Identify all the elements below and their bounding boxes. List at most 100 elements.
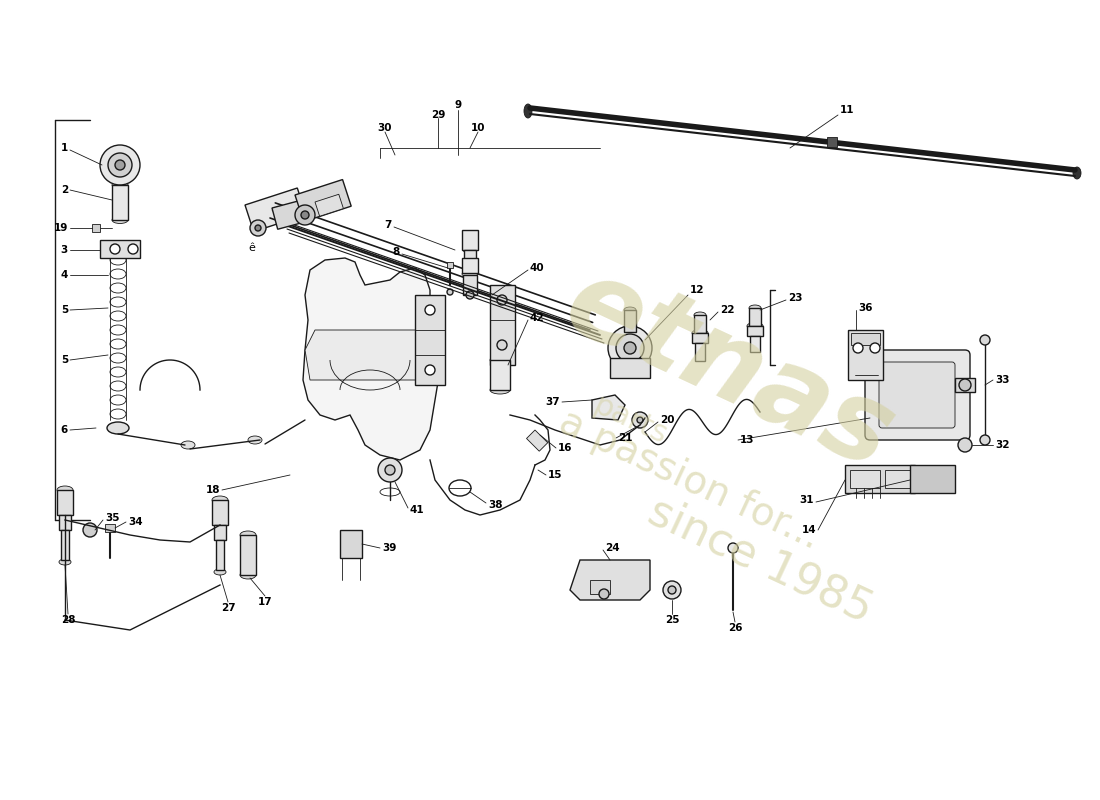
Circle shape xyxy=(128,244,138,254)
Circle shape xyxy=(301,211,309,219)
Text: etnas: etnas xyxy=(549,248,911,492)
Polygon shape xyxy=(305,330,430,380)
Text: 21: 21 xyxy=(618,433,632,443)
Text: a passion for...: a passion for... xyxy=(553,403,826,557)
Bar xyxy=(212,500,228,525)
Bar xyxy=(910,465,955,493)
Circle shape xyxy=(958,438,972,452)
Text: 24: 24 xyxy=(605,543,619,553)
Bar xyxy=(60,530,69,560)
Bar xyxy=(850,470,880,488)
Polygon shape xyxy=(302,258,440,460)
Text: 28: 28 xyxy=(60,615,75,625)
Text: 30: 30 xyxy=(377,123,393,133)
Circle shape xyxy=(624,342,636,354)
Bar xyxy=(610,358,650,378)
Bar xyxy=(272,199,311,230)
Bar xyxy=(295,179,351,222)
Text: 23: 23 xyxy=(788,293,803,303)
Text: 42: 42 xyxy=(530,313,544,323)
Text: 33: 33 xyxy=(996,375,1010,385)
Circle shape xyxy=(959,379,971,391)
Ellipse shape xyxy=(462,271,478,277)
Bar xyxy=(590,580,610,594)
Bar xyxy=(57,490,73,515)
Bar xyxy=(104,524,116,532)
Ellipse shape xyxy=(524,104,532,118)
Bar xyxy=(92,224,100,232)
Text: 25: 25 xyxy=(664,615,680,625)
Text: 20: 20 xyxy=(660,415,674,425)
Text: 22: 22 xyxy=(720,305,735,315)
Circle shape xyxy=(497,340,507,350)
Bar xyxy=(463,275,477,295)
Text: 10: 10 xyxy=(471,123,485,133)
Circle shape xyxy=(980,435,990,445)
Text: 16: 16 xyxy=(558,443,572,453)
FancyBboxPatch shape xyxy=(865,350,970,440)
Ellipse shape xyxy=(57,486,73,494)
Circle shape xyxy=(425,305,435,315)
Circle shape xyxy=(255,225,261,231)
Circle shape xyxy=(108,153,132,177)
Ellipse shape xyxy=(214,569,225,575)
Ellipse shape xyxy=(692,330,708,337)
Text: parts: parts xyxy=(588,390,672,450)
Bar xyxy=(59,515,72,530)
Text: 7: 7 xyxy=(385,220,392,230)
Text: 19: 19 xyxy=(54,223,68,233)
Text: 6: 6 xyxy=(60,425,68,435)
Ellipse shape xyxy=(463,247,477,253)
Text: 12: 12 xyxy=(690,285,704,295)
Circle shape xyxy=(425,365,435,375)
Bar xyxy=(490,360,510,390)
Bar xyxy=(447,262,453,268)
Circle shape xyxy=(116,160,125,170)
Bar xyxy=(827,137,837,147)
Text: 29: 29 xyxy=(431,110,446,120)
Bar xyxy=(749,308,761,326)
Bar xyxy=(750,336,760,352)
Text: 26: 26 xyxy=(728,623,743,633)
Bar xyxy=(240,535,256,575)
Bar xyxy=(464,250,476,260)
Ellipse shape xyxy=(624,307,636,313)
Circle shape xyxy=(637,417,644,423)
Circle shape xyxy=(100,145,140,185)
Text: 9: 9 xyxy=(454,100,462,110)
Circle shape xyxy=(632,412,648,428)
Bar xyxy=(747,326,763,336)
Bar xyxy=(216,540,224,570)
Text: ê: ê xyxy=(249,243,255,253)
Bar xyxy=(462,230,478,250)
Text: 39: 39 xyxy=(382,543,396,553)
Bar xyxy=(886,470,910,488)
Ellipse shape xyxy=(112,182,128,189)
Ellipse shape xyxy=(248,436,262,444)
Text: 31: 31 xyxy=(800,495,814,505)
Text: 8: 8 xyxy=(393,247,400,257)
Text: 2: 2 xyxy=(60,185,68,195)
Circle shape xyxy=(447,289,453,295)
Ellipse shape xyxy=(490,356,510,364)
Text: since 1985: since 1985 xyxy=(641,490,879,630)
Text: 14: 14 xyxy=(802,525,816,535)
Bar xyxy=(694,315,706,333)
Text: 17: 17 xyxy=(257,597,273,607)
Bar xyxy=(462,258,478,273)
Circle shape xyxy=(600,589,609,599)
Bar xyxy=(695,343,705,361)
Text: 1: 1 xyxy=(60,143,68,153)
Circle shape xyxy=(870,343,880,353)
Bar xyxy=(527,430,548,451)
Text: 37: 37 xyxy=(546,397,560,407)
Circle shape xyxy=(728,543,738,553)
Circle shape xyxy=(385,465,395,475)
Text: 3: 3 xyxy=(60,245,68,255)
Text: 40: 40 xyxy=(530,263,544,273)
Ellipse shape xyxy=(240,571,256,579)
Text: 34: 34 xyxy=(128,517,143,527)
Text: 38: 38 xyxy=(488,500,503,510)
Circle shape xyxy=(497,295,507,305)
Circle shape xyxy=(466,291,474,299)
